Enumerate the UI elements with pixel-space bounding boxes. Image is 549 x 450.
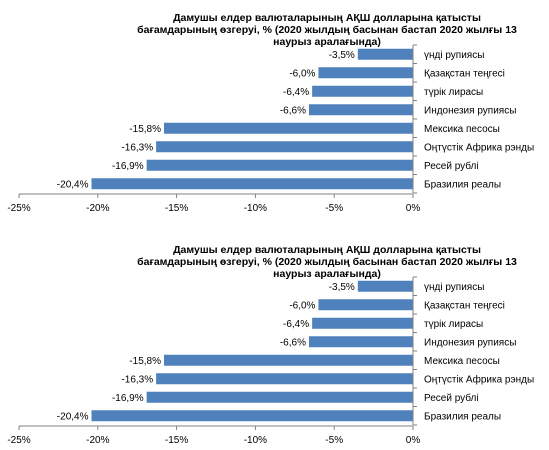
tick-label: -25% [7, 203, 30, 214]
tick-label: -5% [325, 435, 343, 446]
bar [146, 391, 413, 403]
data-label: -20,4% [57, 179, 89, 190]
data-label: -15,8% [129, 356, 161, 367]
tick-label: 0% [406, 435, 421, 446]
bar [156, 141, 413, 153]
category-label: Индонезия рупиясы [424, 337, 516, 348]
category-label: Қазақстан теңгесі [424, 68, 505, 79]
tick-label: -5% [325, 203, 343, 214]
data-label: -20,4% [57, 411, 89, 422]
bar [357, 48, 413, 60]
tick-label: 0% [406, 203, 421, 214]
bar-chart-top: Дамушы елдер валюталарының АҚШ долларына… [7, 12, 534, 214]
data-label: -3,5% [329, 50, 355, 61]
data-label: -6,4% [283, 87, 309, 98]
category-label: Индонезия рупиясы [424, 105, 516, 116]
bar [312, 85, 413, 97]
tick-label: -25% [7, 435, 30, 446]
bar [308, 104, 413, 116]
bar [146, 159, 413, 171]
tick-label: -15% [165, 203, 188, 214]
bar [318, 299, 413, 311]
data-label: -16,9% [112, 393, 144, 404]
chart-title-line: наурыз аралағында) [273, 268, 381, 280]
tick-label: -20% [86, 435, 109, 446]
category-label: түрік лирасы [424, 319, 483, 330]
chart-panel-top: Дамушы елдер валюталарының АҚШ долларына… [0, 0, 549, 216]
bar-chart-bottom: Дамушы елдер валюталарының АҚШ долларына… [7, 244, 534, 446]
category-label: Мексика песосы [424, 124, 500, 135]
category-label: Ресей рублі [424, 160, 479, 172]
data-label: -6,0% [289, 300, 315, 311]
tick-label: -10% [244, 435, 267, 446]
bar [91, 410, 413, 422]
category-label: үнді рупиясы [424, 282, 484, 293]
category-label: Оңтүстік Африка рэнды [424, 141, 534, 153]
bar [156, 373, 413, 385]
category-label: Мексика песосы [424, 356, 500, 367]
tick-label: -20% [86, 203, 109, 214]
category-label: Қазақстан теңгесі [424, 300, 505, 311]
data-label: -15,8% [129, 124, 161, 135]
category-label: Бразилия реалы [424, 179, 501, 190]
chart-panel-bottom: Дамушы елдер валюталарының АҚШ долларына… [0, 232, 549, 448]
bar [163, 122, 413, 134]
chart-title-line: Дамушы елдер валюталарының АҚШ долларына… [173, 244, 481, 256]
category-label: Бразилия реалы [424, 411, 501, 422]
bar [91, 178, 413, 190]
category-label: үнді рупиясы [424, 50, 484, 61]
data-label: -16,3% [121, 374, 153, 385]
data-label: -16,3% [121, 142, 153, 153]
category-label: түрік лирасы [424, 87, 483, 98]
chart-title-line: наурыз аралағында) [273, 36, 381, 48]
data-label: -3,5% [329, 282, 355, 293]
tick-label: -10% [244, 203, 267, 214]
data-label: -6,6% [280, 105, 306, 116]
bar [312, 317, 413, 329]
category-label: Оңтүстік Африка рэнды [424, 373, 534, 385]
chart-title-line: Дамушы елдер валюталарының АҚШ долларына… [173, 12, 481, 24]
bar [163, 354, 413, 366]
bar [308, 336, 413, 348]
data-label: -6,4% [283, 319, 309, 330]
data-label: -6,6% [280, 337, 306, 348]
data-label: -16,9% [112, 161, 144, 172]
category-label: Ресей рублі [424, 392, 479, 404]
bar [318, 67, 413, 79]
bar [357, 280, 413, 292]
tick-label: -15% [165, 435, 188, 446]
data-label: -6,0% [289, 68, 315, 79]
chart-title-line: бағамдарының өзгеруі, % (2020 жылдың бас… [137, 256, 517, 268]
chart-title-line: бағамдарының өзгеруі, % (2020 жылдың бас… [137, 24, 517, 36]
